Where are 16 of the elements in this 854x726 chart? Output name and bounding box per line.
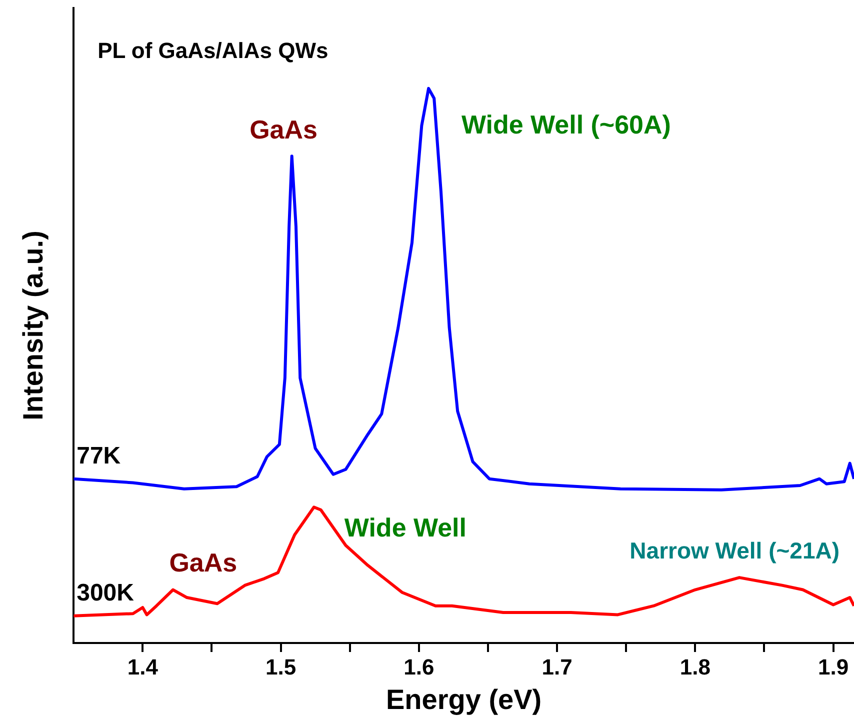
annotation: Narrow Well (~21A): [630, 538, 840, 564]
x-tick-label: 1.5: [265, 654, 296, 680]
y-axis-title: Intensity (a.u.): [18, 230, 49, 420]
annotation: Wide Well: [344, 512, 466, 543]
x-tick-label: 1.6: [404, 654, 434, 680]
series-label: 300K: [76, 579, 135, 606]
x-axis-title: Energy (eV): [386, 684, 542, 715]
annotation: Wide Well (~60A): [461, 109, 671, 140]
x-tick-label: 1.4: [127, 654, 159, 680]
x-tick-label: 1.7: [542, 654, 572, 680]
annotation: GaAs: [169, 547, 238, 578]
annotation: GaAs: [250, 114, 318, 144]
x-tick-label: 1.9: [818, 654, 849, 680]
series-label: 77K: [76, 442, 122, 470]
x-tick-label: 1.8: [680, 654, 710, 680]
chart-title: PL of GaAs/AlAs QWs: [98, 38, 328, 64]
